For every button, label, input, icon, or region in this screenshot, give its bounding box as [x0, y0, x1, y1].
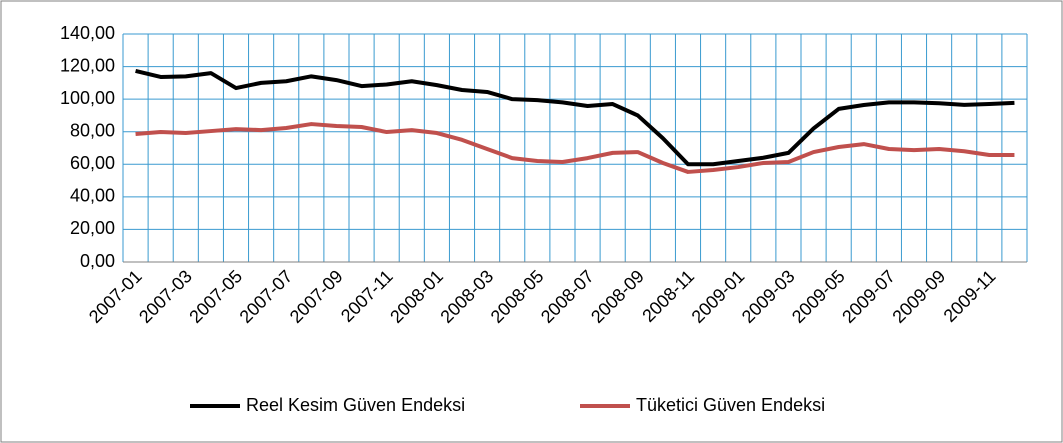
- y-tick-label: 20,00: [70, 218, 115, 238]
- y-tick-label: 100,00: [60, 88, 115, 108]
- series-line: [135, 69, 1015, 167]
- legend-label: Tüketici Güven Endeksi: [636, 395, 825, 415]
- y-tick-label: 120,00: [60, 55, 115, 75]
- y-tick-label: 60,00: [70, 153, 115, 173]
- y-tick-label: 40,00: [70, 186, 115, 206]
- y-tick-label: 140,00: [60, 23, 115, 43]
- legend-label: Reel Kesim Güven Endeksi: [246, 395, 465, 415]
- y-tick-label: 80,00: [70, 120, 115, 140]
- series-line: [135, 122, 1015, 174]
- y-tick-label: 0,00: [80, 251, 115, 271]
